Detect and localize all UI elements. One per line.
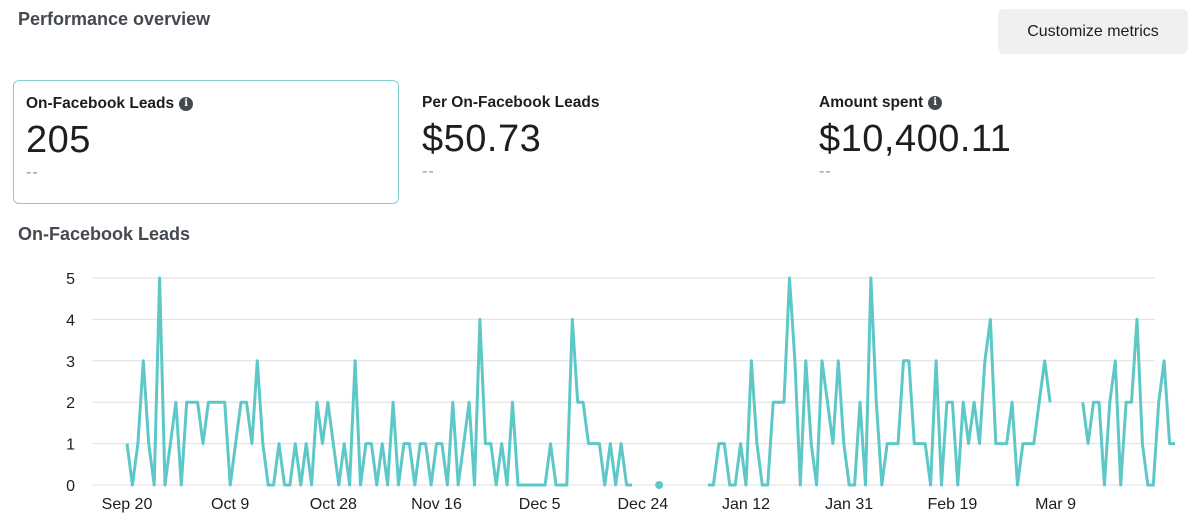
data-point[interactable] bbox=[655, 481, 664, 489]
info-icon[interactable]: i bbox=[179, 97, 194, 111]
page-title: Performance overview bbox=[18, 9, 211, 29]
series-lines bbox=[125, 276, 1175, 487]
metric-value: $50.73 bbox=[422, 118, 542, 160]
x-tick-label: Mar 9 bbox=[1035, 496, 1076, 513]
customize-metrics-button[interactable]: Customize metrics bbox=[998, 9, 1188, 54]
series-line-segment bbox=[125, 276, 632, 487]
metric-label: Per On-Facebook Leads bbox=[422, 94, 600, 111]
y-tick-label: 0 bbox=[66, 478, 75, 495]
metric-label-row: Per On-Facebook Leads bbox=[422, 94, 778, 112]
x-axis-ticks: Sep 20 Oct 9 Oct 28 Nov 16 Dec 5 Dec 24 Jan 12… bbox=[102, 496, 1076, 513]
x-tick-label: Jan 31 bbox=[825, 496, 873, 513]
x-tick-label: Oct 28 bbox=[310, 496, 357, 513]
x-tick-label: Jan 12 bbox=[722, 496, 770, 513]
metric-value: 205 bbox=[26, 119, 91, 161]
metric-delta: -- bbox=[26, 164, 39, 181]
x-tick-label: Dec 5 bbox=[519, 496, 561, 513]
metric-value: $10,400.11 bbox=[819, 118, 1012, 160]
series-points bbox=[655, 481, 664, 489]
chart-title: On-Facebook Leads bbox=[18, 224, 191, 244]
info-icon[interactable]: i bbox=[928, 96, 943, 110]
x-tick-label: Oct 9 bbox=[211, 496, 249, 513]
metric-card-per-on-facebook-leads[interactable]: Per On-Facebook Leads $50.73 -- bbox=[410, 80, 790, 204]
x-tick-label: Dec 24 bbox=[617, 496, 668, 513]
leads-line-chart: 0 1 2 3 4 5 Sep 20 Oct 9 Oct 28 Nov 16 Dec 5 Dec 2… bbox=[66, 271, 1175, 513]
y-tick-label: 3 bbox=[66, 354, 75, 371]
y-tick-label: 1 bbox=[66, 437, 75, 454]
metric-label-row: Amount spent i bbox=[819, 94, 1175, 112]
y-axis-ticks: 0 1 2 3 4 5 bbox=[66, 271, 75, 495]
metric-card-on-facebook-leads[interactable]: On-Facebook Leads i 205 -- bbox=[13, 80, 399, 204]
series-line-segment bbox=[708, 276, 1052, 487]
x-tick-label: Sep 20 bbox=[102, 496, 153, 513]
metric-label-row: On-Facebook Leads i bbox=[26, 95, 386, 113]
metric-delta: -- bbox=[819, 163, 832, 180]
x-tick-label: Nov 16 bbox=[411, 496, 462, 513]
y-tick-label: 2 bbox=[66, 395, 75, 412]
metric-label: On-Facebook Leads bbox=[26, 95, 175, 112]
y-tick-label: 4 bbox=[66, 312, 75, 329]
gridlines bbox=[92, 277, 1155, 486]
x-tick-label: Feb 19 bbox=[927, 496, 977, 513]
metric-delta: -- bbox=[422, 163, 435, 180]
y-tick-label: 5 bbox=[66, 271, 75, 288]
series-line-segment bbox=[1081, 317, 1175, 487]
metric-label: Amount spent bbox=[819, 94, 924, 111]
metric-card-amount-spent[interactable]: Amount spent i $10,400.11 -- bbox=[807, 80, 1187, 204]
